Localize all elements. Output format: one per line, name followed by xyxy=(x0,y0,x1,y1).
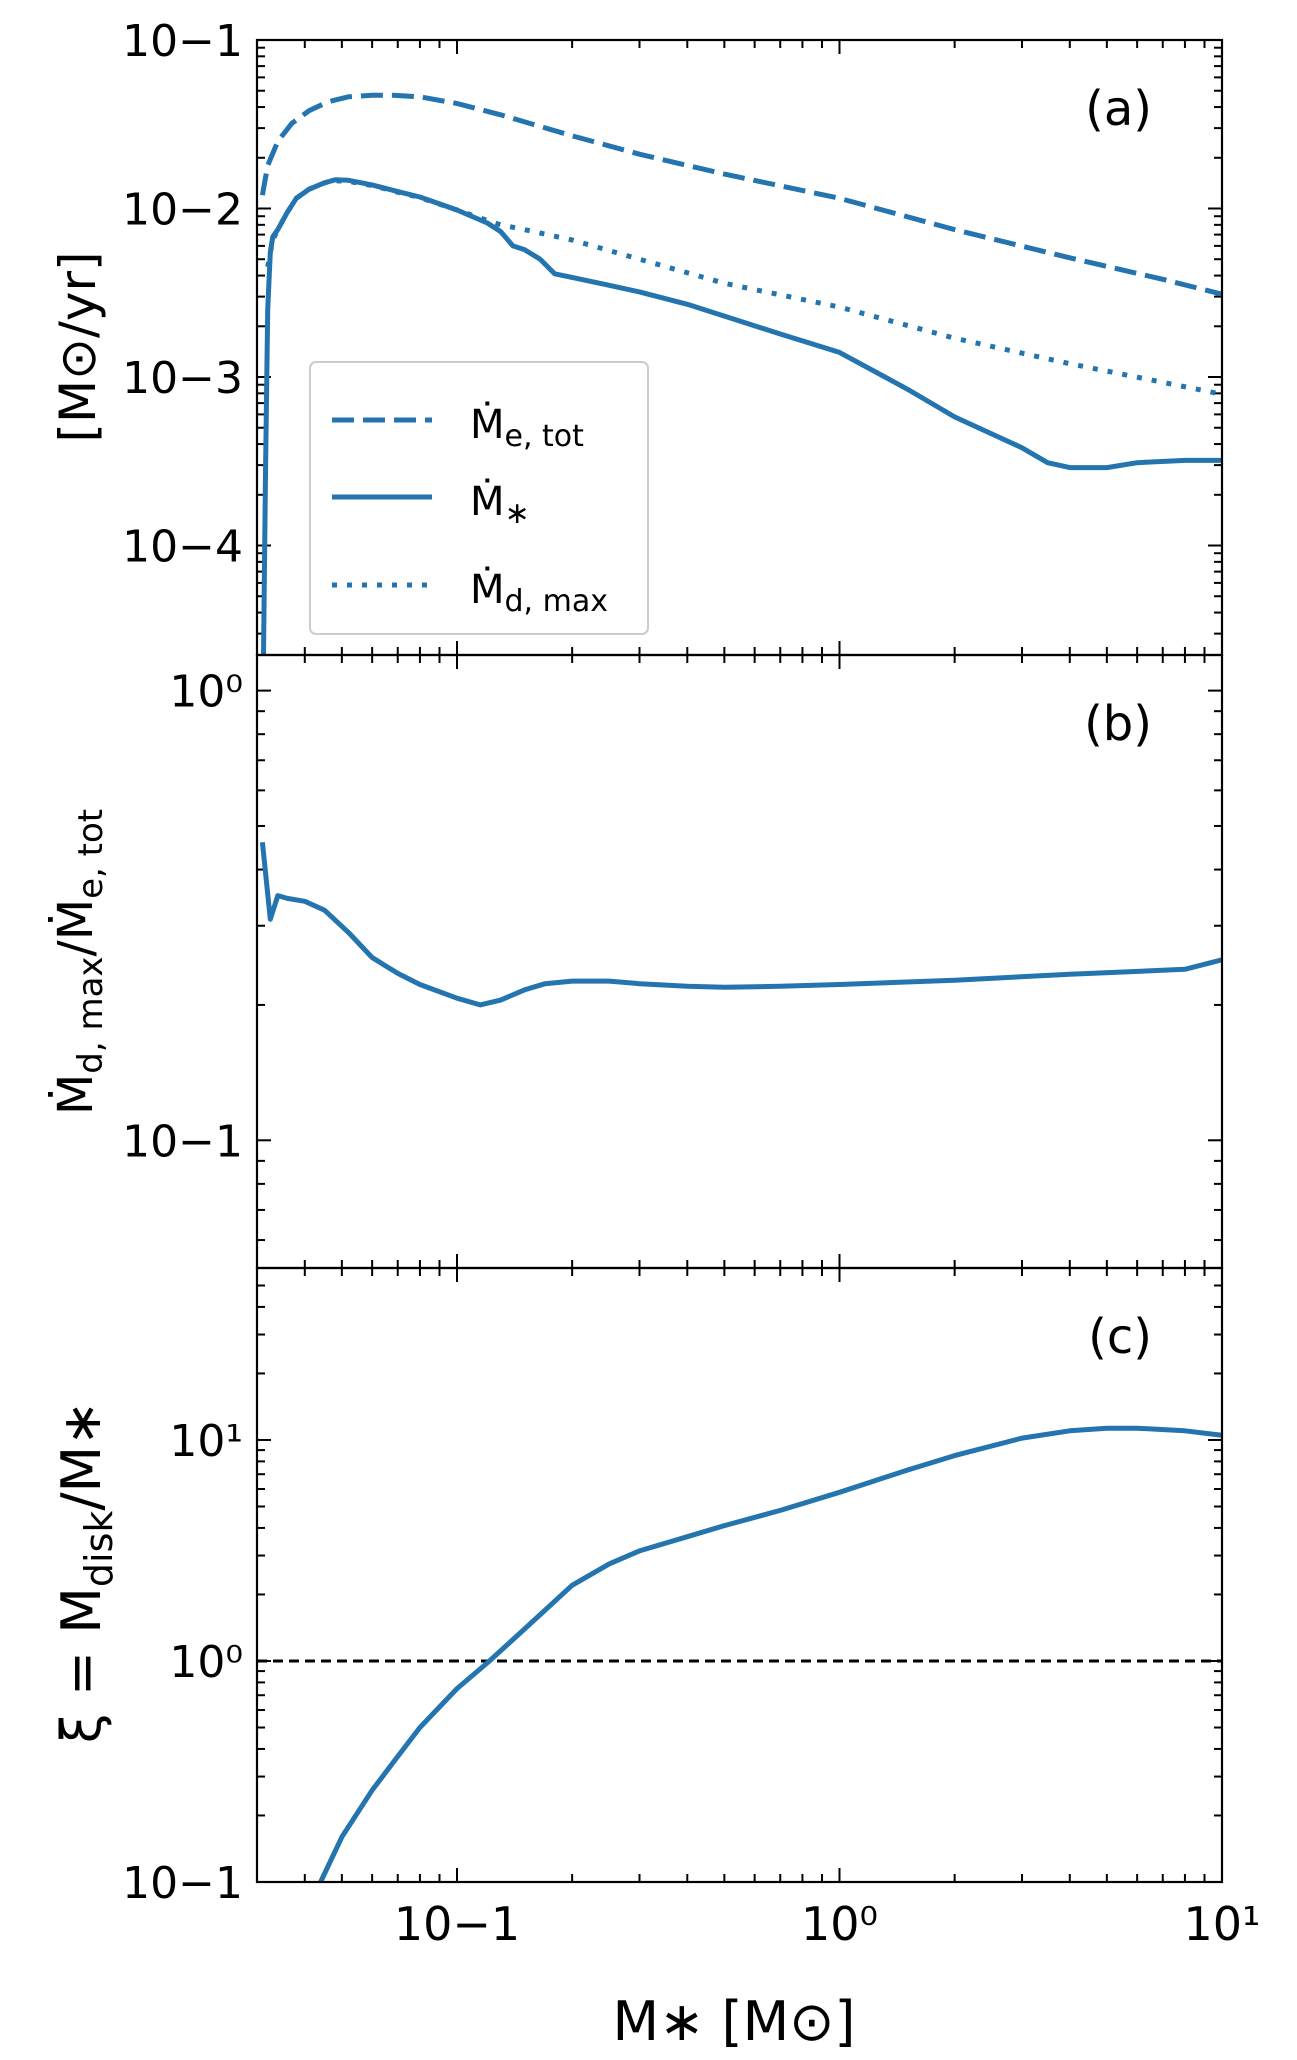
panel-b-y-tick-labels: 10−1 10⁰ xyxy=(122,667,243,1168)
y-tick-label: 10⁰ xyxy=(169,1637,243,1688)
panel-b-y-axis-label: Ṁd, max/Ṁe, tot xyxy=(48,809,111,1115)
panel-b-annotation: (b) xyxy=(1084,696,1152,752)
x-axis-tick-labels: 10−1 10⁰ 10¹ xyxy=(394,1897,1261,1951)
panel-a-annotation: (a) xyxy=(1085,81,1152,137)
panel-c-series xyxy=(318,1425,1222,1882)
legend-label-etot: Ṁe, tot xyxy=(470,400,584,454)
y-tick-label: 10−1 xyxy=(122,1858,243,1909)
y-tick-label: 10−3 xyxy=(122,353,243,404)
panel-a: 10−410−310−210−1 (a) Ṁe, tot Ṁ∗ Ṁd, max … xyxy=(49,16,1224,657)
panel-c-y-tick-labels: 10−1 10⁰ 10¹ xyxy=(122,1416,243,1909)
series-line-solid xyxy=(318,1425,1222,1882)
panel-c: 10−1 10⁰ 10¹ 10−1 10⁰ 10¹ (c) ξ = Mdisk/M∗ xyxy=(50,1266,1261,1951)
panel-c-annotation: (c) xyxy=(1088,1309,1152,1365)
legend-label-star: Ṁ∗ xyxy=(470,477,530,531)
panel-b-series xyxy=(259,842,1222,1008)
series-line-dashed xyxy=(259,92,1222,297)
x-tick-label: 10−1 xyxy=(394,1897,520,1951)
legend-entry-mdot-etot: Ṁe, tot xyxy=(332,400,584,454)
series-line-solid xyxy=(259,842,1222,1008)
x-tick-label: 10¹ xyxy=(1184,1897,1261,1951)
x-axis-label: M∗ [M⊙] xyxy=(613,1990,856,2053)
y-tick-label: 10−1 xyxy=(122,1116,243,1167)
panel-b-ticks xyxy=(256,655,1223,1268)
legend-entry-mdot-star: Ṁ∗ xyxy=(332,477,530,531)
y-tick-label: 10−4 xyxy=(122,522,243,573)
y-tick-label: 10⁰ xyxy=(169,667,243,718)
panel-c-y-axis-label: ξ = Mdisk/M∗ xyxy=(50,1401,121,1744)
panel-a-y-tick-labels: 10−4 10−3 10−2 10−1 xyxy=(122,16,243,573)
x-tick-label: 10⁰ xyxy=(801,1897,878,1951)
panel-a-legend: Ṁe, tot Ṁ∗ Ṁd, max xyxy=(309,361,649,635)
y-tick-label: 10¹ xyxy=(169,1416,243,1467)
legend-entry-mdot-dmax: Ṁd, max xyxy=(332,565,608,619)
panel-c-frame xyxy=(255,1266,1224,1884)
legend-label-dmax: Ṁd, max xyxy=(470,565,608,619)
legend-box xyxy=(309,361,649,635)
panel-b: 10−1 10⁰ (b) Ṁd, max/Ṁe, tot xyxy=(48,653,1224,1270)
y-tick-label: 10−2 xyxy=(122,185,243,236)
panel-a-ticks xyxy=(256,39,1223,655)
panel-a-y-axis-label: [M⊙/yr] xyxy=(49,251,107,442)
panel-a-series xyxy=(259,92,1222,655)
y-tick-label: 10−1 xyxy=(122,16,243,67)
